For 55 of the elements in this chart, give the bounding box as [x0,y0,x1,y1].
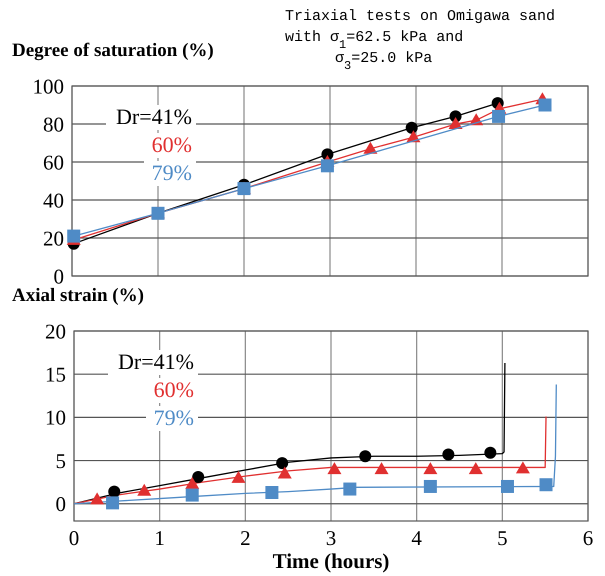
x-tick-label: 2 [240,526,251,550]
point [374,462,389,474]
point [231,470,246,483]
text: 60% [154,377,194,402]
y-tick-label: 60 [43,150,64,174]
text: 79% [154,405,194,430]
y-tick-label: 5 [56,448,66,473]
point [137,484,152,496]
y-tick-label: 80 [43,112,64,136]
point [327,462,342,474]
point [516,461,530,474]
point [500,480,514,493]
point [278,466,292,478]
x-axis-title: Time (hours) [272,549,390,573]
point [192,470,204,483]
point [90,492,104,504]
text: Dr=41% [116,104,192,129]
point [359,450,372,462]
point [540,478,553,492]
y-tick-label: 100 [32,74,64,98]
y-tick-label: 20 [45,319,66,344]
y-tick-label: 10 [45,406,66,430]
x-tick-label: 6 [582,526,594,550]
text: with σ$_{1}$=62.5 kPa and [285,29,464,52]
point [343,482,356,496]
x-tick-label: 5 [497,526,508,550]
x-tick-label: 3 [326,526,336,550]
point [108,486,120,498]
x-tick-label: 4 [411,526,422,550]
point [424,480,437,493]
point [276,457,288,470]
text: Dr=41% [118,349,194,374]
text: 60% [152,132,192,157]
point [265,486,278,499]
point [492,110,506,123]
y-tick-label: 15 [45,362,66,387]
series-label: 79% [152,160,192,185]
point [67,230,80,243]
point [468,462,483,474]
x-tick-label: 1 [154,526,165,550]
point [442,448,454,460]
text: σ$_{3}$=25.0 kPa [335,50,432,73]
point [320,159,334,172]
y-tick-label: 40 [43,188,64,212]
y-tick-label: 0 [56,492,66,516]
point [423,462,438,474]
point [185,476,200,489]
y-axis-title: Degree of saturation (%) [12,40,214,61]
point [406,122,418,134]
text: Triaxial tests on Omigawa sand [285,8,556,25]
y-tick-label: 20 [43,226,64,250]
point [106,496,120,510]
point [538,98,552,112]
point [186,488,199,502]
point [484,446,496,459]
